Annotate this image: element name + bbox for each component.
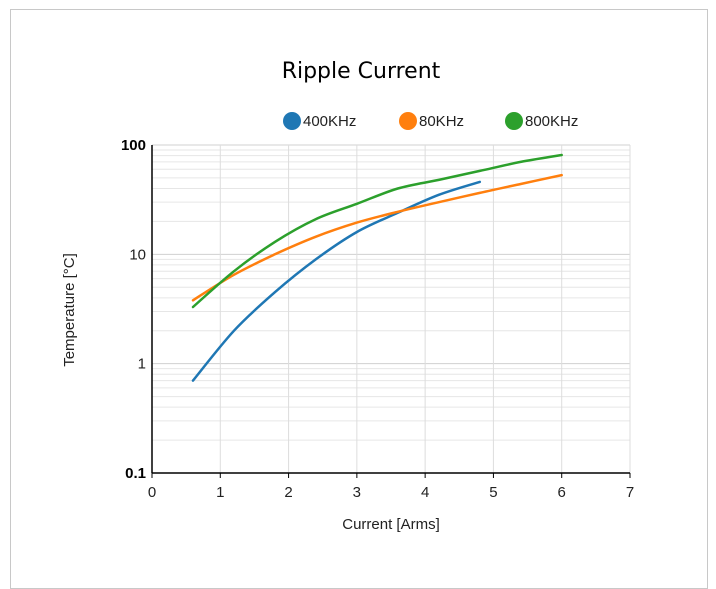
legend-label-400KHz: 400KHz: [303, 113, 356, 130]
legend-marker-400KHz: [283, 112, 301, 130]
x-tick-label: 7: [626, 484, 634, 501]
chart-frame: [10, 9, 708, 589]
x-tick-label: 2: [284, 484, 292, 501]
chart-canvas: Ripple Current 0 1 2 3 4 5 6 7 0.1 1 10 100 400KHz 8…: [61, 59, 634, 533]
y-tick-label: 1: [138, 356, 146, 373]
y-tick-label: 100: [121, 137, 146, 154]
series-line-80KHz: [191, 173, 563, 302]
grid: [151, 144, 631, 474]
legend-label-80KHz: 80KHz: [419, 113, 464, 130]
series-line-800KHz: [191, 153, 563, 309]
y-tick-label: 10: [129, 246, 146, 263]
legend-marker-800KHz: [505, 112, 523, 130]
chart-title: Ripple Current: [282, 59, 441, 84]
legend: 400KHz 80KHz 800KHz: [283, 112, 578, 130]
x-tick-label: 0: [148, 484, 156, 501]
x-tick-label: 4: [421, 484, 429, 501]
x-tick-label: 6: [558, 484, 566, 501]
y-tick-label: 0.1: [125, 465, 146, 482]
x-tick-label: 1: [216, 484, 224, 501]
legend-label-800KHz: 800KHz: [525, 113, 578, 130]
x-tick-label: 3: [353, 484, 361, 501]
axes: 0 1 2 3 4 5 6 7 0.1 1 10 100: [121, 137, 634, 501]
series-lines: [191, 153, 563, 382]
legend-marker-80KHz: [399, 112, 417, 130]
series-line-400KHz: [191, 180, 482, 382]
x-tick-label: 5: [489, 484, 497, 501]
x-axis-label: Current [Arms]: [342, 516, 440, 533]
y-axis-label: Temperature [°C]: [61, 253, 78, 367]
